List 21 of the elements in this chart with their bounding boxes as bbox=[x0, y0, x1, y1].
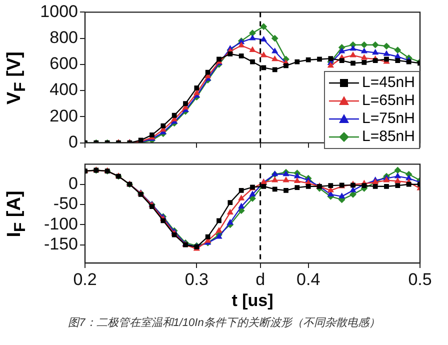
y-tick-label: 600 bbox=[50, 54, 78, 74]
x-tick-label: d bbox=[256, 270, 266, 289]
y-tick-label: -50 bbox=[53, 194, 78, 214]
y-tick-label: 0 bbox=[68, 132, 78, 152]
y-tick-label: 1000 bbox=[40, 2, 78, 21]
legend-label: L=85nH bbox=[362, 128, 415, 145]
x-tick-label: 0.5 bbox=[408, 270, 432, 289]
caption: 图7：二极管在室温和1/10In条件下的关断波形（不同杂散电感） bbox=[67, 316, 381, 330]
y-tick-label: 200 bbox=[50, 106, 78, 126]
y-tick-label: 0 bbox=[68, 174, 78, 194]
y-tick-label: -100 bbox=[44, 214, 78, 234]
y-tick-label: 400 bbox=[50, 80, 78, 100]
x-tick-label: 0.4 bbox=[296, 270, 320, 289]
legend-label: L=65nH bbox=[362, 92, 415, 109]
x-tick-label: 0.2 bbox=[73, 270, 97, 289]
x-tick-label: 0.3 bbox=[184, 270, 208, 289]
x-axis-title: t [us] bbox=[232, 291, 274, 311]
y-tick-label: -150 bbox=[44, 234, 78, 254]
legend-label: L=75nH bbox=[362, 110, 415, 127]
legend-label: L=45nH bbox=[362, 74, 415, 91]
y-tick-label: 800 bbox=[50, 28, 78, 48]
